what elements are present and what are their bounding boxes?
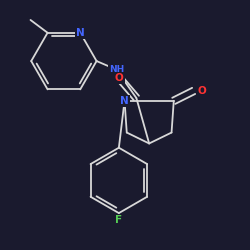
Text: O: O <box>115 73 124 83</box>
Text: N: N <box>76 28 84 38</box>
Text: NH: NH <box>109 65 124 74</box>
Text: F: F <box>115 215 122 225</box>
Text: N: N <box>120 96 129 106</box>
Text: O: O <box>197 86 206 96</box>
